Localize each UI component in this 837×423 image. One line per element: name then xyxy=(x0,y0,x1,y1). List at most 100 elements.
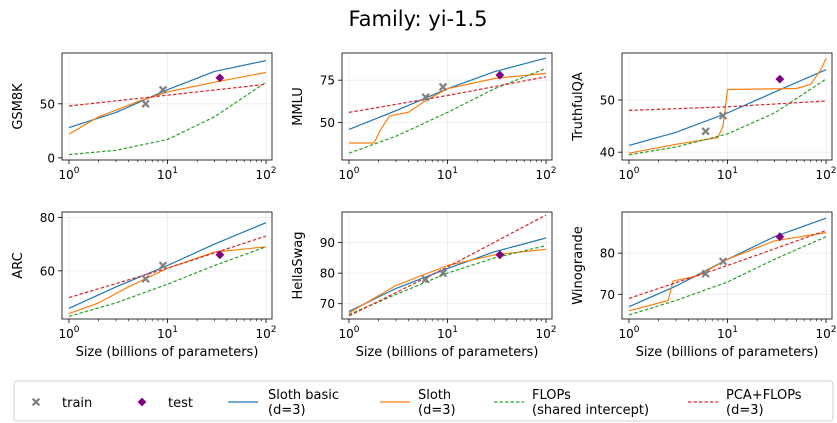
series-line-flops xyxy=(68,81,267,156)
train-point-1-stroke-b xyxy=(438,82,448,92)
subplot-grid: 100 101 102 0 50 GSM8K 100 101 102 50 75 MMLU 100 101… xyxy=(11,52,837,360)
legend-pca_flops-label-0: PCA+FLOPs xyxy=(726,388,802,403)
series-line-pca_flops xyxy=(68,235,267,299)
y-axis-label: GSM8K xyxy=(11,83,26,130)
y-axis-label: MMLU xyxy=(291,87,306,126)
test-point-0 xyxy=(495,70,505,80)
train-point-1 xyxy=(718,257,728,266)
train-point-1-stroke-b xyxy=(718,111,728,120)
train-point-1-stroke-b xyxy=(438,268,448,278)
train-point-0 xyxy=(701,269,710,278)
axes-frame xyxy=(341,52,553,161)
series-line-sloth xyxy=(628,57,827,154)
train-point-0 xyxy=(141,274,150,284)
legend-train-marker-stroke-b xyxy=(31,397,41,407)
test-point-0 xyxy=(215,73,225,83)
series-line-pca_flops xyxy=(628,229,827,299)
tick-label-x-2: 102 xyxy=(816,166,837,182)
tick-label-y-2: 90 xyxy=(320,236,335,250)
tick-label-y-1: 80 xyxy=(600,247,615,261)
tick-label-y-1: 80 xyxy=(40,211,55,225)
legend-sloth_basic-label-0: Sloth basic xyxy=(268,388,339,403)
legend-frame xyxy=(13,380,834,422)
subplot-mmlu: 100 101 102 50 75 MMLU xyxy=(291,52,557,182)
train-point-0 xyxy=(701,127,710,136)
tick-label-y-0: 60 xyxy=(40,264,55,278)
train-point-0-stroke-b xyxy=(141,99,150,108)
tick-label-y-0: 0 xyxy=(47,151,55,165)
series-line-sloth_basic xyxy=(68,60,267,129)
series-layer xyxy=(348,214,547,317)
series-line-flops xyxy=(348,67,547,154)
tick-label-y-1: 50 xyxy=(600,93,615,107)
tick-label-x-0: 100 xyxy=(618,166,639,182)
axes-frame xyxy=(61,211,273,320)
series-line-pca_flops xyxy=(68,83,267,107)
train-point-1 xyxy=(438,82,448,92)
series-line-sloth_basic xyxy=(628,69,827,146)
tick-label-x-1: 101 xyxy=(717,166,738,182)
tick-label-x-2: 102 xyxy=(256,325,277,341)
subplot-arc: 100 101 102 60 80 ARC Size (billions of parame… xyxy=(11,211,277,360)
train-point-0 xyxy=(421,92,430,102)
y-axis-label: ARC xyxy=(11,252,26,278)
tick-label-x-2: 102 xyxy=(256,166,277,182)
y-axis-label: HellaSwag xyxy=(291,231,306,299)
tick-label-x-0: 100 xyxy=(618,325,639,341)
tick-label-y-0: 40 xyxy=(600,146,615,160)
subplot-truthfulqa: 100 101 102 40 50 TruthfulQA xyxy=(571,52,837,182)
train-point-0-stroke-b xyxy=(141,274,150,284)
subplot-hellaswag: 100 101 102 70 80 90 HellaSwag Size (billions o… xyxy=(291,211,557,360)
axes-frame xyxy=(621,211,833,320)
tick-label-y-1: 80 xyxy=(320,267,335,281)
series-line-pca_flops xyxy=(348,76,547,113)
test-point-0 xyxy=(495,250,505,260)
tick-label-x-2: 102 xyxy=(536,166,557,182)
train-point-0-stroke-b xyxy=(421,275,430,284)
series-layer xyxy=(68,60,267,156)
legend-sloth_basic-label-1: (d=3) xyxy=(268,403,306,418)
train-point-1 xyxy=(158,261,168,270)
train-point-0 xyxy=(421,275,430,284)
x-axis-label: Size (billions of parameters) xyxy=(636,345,819,360)
series-line-flops xyxy=(628,78,827,156)
series-layer xyxy=(628,57,827,156)
series-line-sloth xyxy=(348,248,547,314)
y-axis-label: Winogrande xyxy=(571,226,586,304)
train-point-1 xyxy=(158,85,168,94)
train-point-1-stroke-b xyxy=(718,257,728,266)
legend-test-marker xyxy=(137,397,147,407)
series-layer xyxy=(628,217,827,316)
test-point-0 xyxy=(775,74,785,84)
tick-label-x-0: 100 xyxy=(58,325,79,341)
legend-test-label: test xyxy=(168,396,193,411)
train-point-0-stroke-b xyxy=(701,269,710,278)
tick-label-x-0: 100 xyxy=(338,325,359,341)
train-point-1-stroke-b xyxy=(158,85,168,94)
series-line-pca_flops xyxy=(348,214,547,317)
train-point-1-stroke-b xyxy=(158,261,168,270)
subplot-winogrande: 100 101 102 70 80 Winogrande Size (billions of… xyxy=(571,211,837,360)
tick-label-y-0: 70 xyxy=(320,297,335,311)
subplot-gsm8k: 100 101 102 0 50 GSM8K xyxy=(11,52,277,182)
tick-label-x-0: 100 xyxy=(338,166,359,182)
train-point-0-stroke-b xyxy=(701,127,710,136)
series-line-sloth_basic xyxy=(68,222,267,309)
legend-train-marker xyxy=(31,397,41,407)
tick-label-x-1: 101 xyxy=(157,166,178,182)
legend-sloth-label-1: (d=3) xyxy=(418,403,456,418)
legend-sloth-label-0: Sloth xyxy=(418,388,451,403)
tick-label-x-1: 101 xyxy=(437,166,458,182)
tick-label-x-0: 100 xyxy=(58,166,79,182)
tick-label-y-0: 70 xyxy=(600,288,615,302)
x-axis-label: Size (billions of parameters) xyxy=(76,345,259,360)
tick-label-y-0: 50 xyxy=(320,116,335,130)
train-point-0 xyxy=(141,99,150,108)
test-point-0 xyxy=(215,250,225,260)
tick-label-x-1: 101 xyxy=(437,325,458,341)
y-axis-label: TruthfulQA xyxy=(571,72,586,142)
axes-frame xyxy=(621,52,833,161)
legend-train-label: train xyxy=(62,396,92,411)
